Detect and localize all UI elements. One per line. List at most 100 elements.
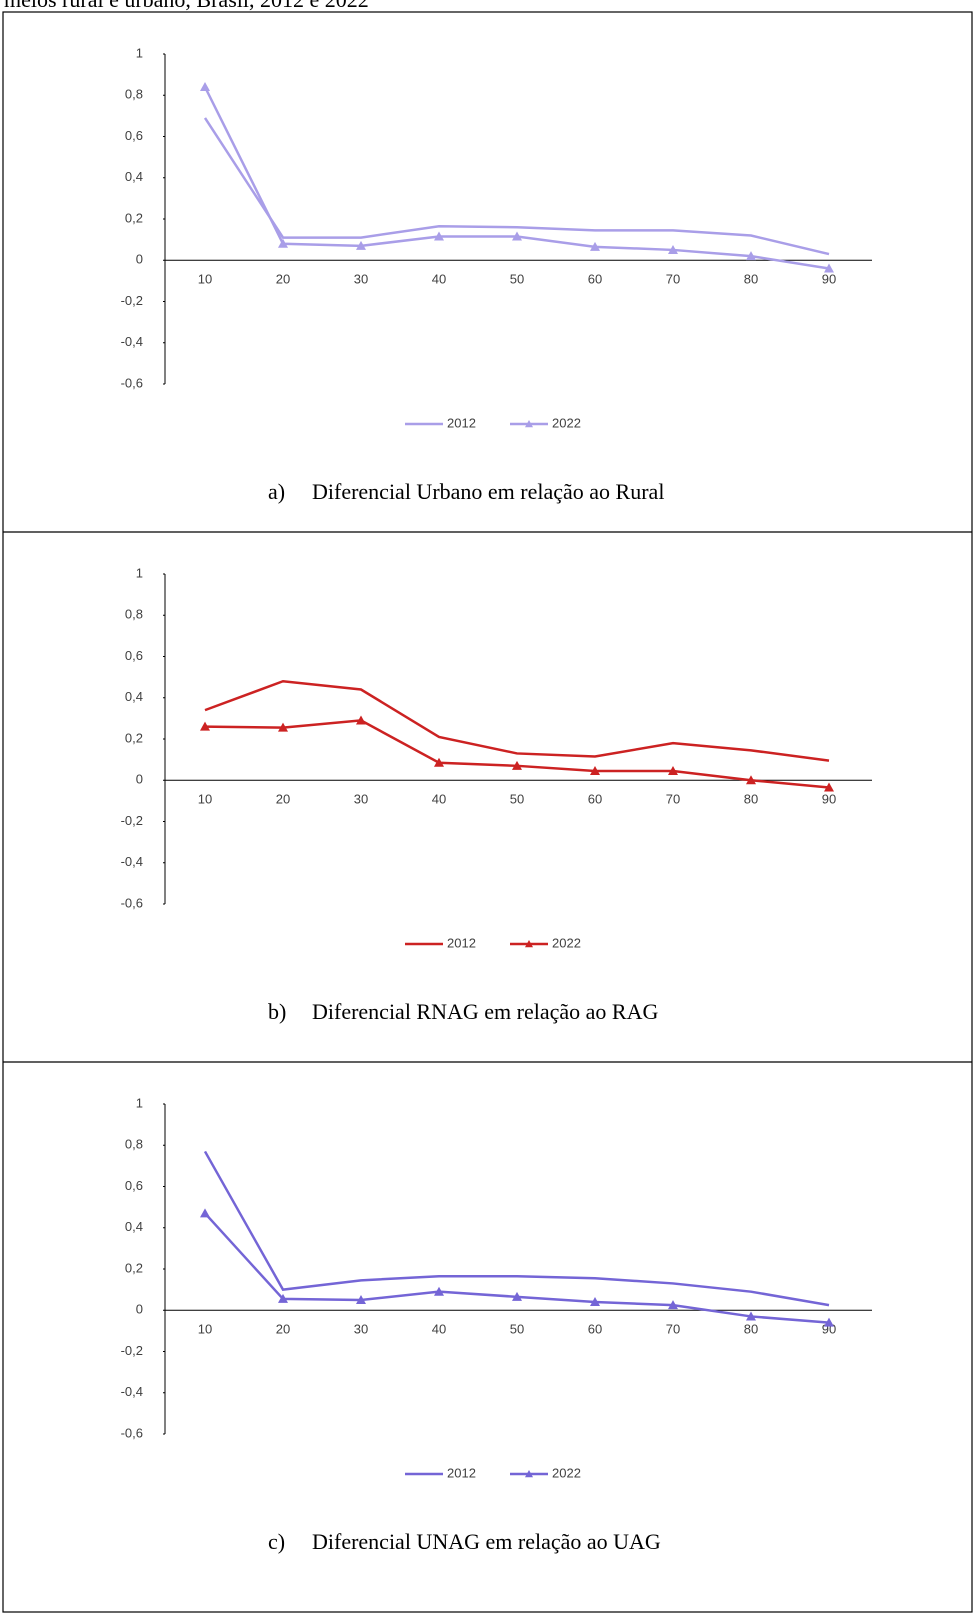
y-tick-label: 0	[136, 772, 143, 787]
page-title: meios rural e urbano, Brasil, 2012 e 202…	[4, 0, 369, 12]
y-tick-label: 0	[136, 252, 143, 267]
x-tick-label: 40	[432, 272, 446, 287]
y-tick-label: -0,2	[121, 293, 143, 308]
legend-label: 2022	[552, 935, 581, 950]
point-marker	[590, 765, 600, 775]
y-tick-label: 1	[136, 565, 143, 580]
caption-label: a)	[268, 479, 285, 504]
x-tick-label: 40	[432, 1322, 446, 1337]
y-tick-label: 0,6	[125, 1178, 143, 1193]
series-line	[203, 86, 830, 270]
y-tick-label: 0	[136, 1302, 143, 1317]
legend-label: 2022	[552, 1465, 581, 1480]
y-tick-label: 0,8	[125, 87, 143, 102]
point-marker	[356, 1294, 366, 1304]
y-tick-label: -0,4	[121, 334, 143, 349]
series-line	[203, 1150, 830, 1307]
y-tick-label: -0,4	[121, 1384, 143, 1399]
point-marker	[278, 1293, 288, 1303]
y-tick-label: 0,4	[125, 169, 143, 184]
legend-label: 2012	[447, 935, 476, 950]
x-tick-label: 10	[198, 1322, 212, 1337]
point-marker	[434, 757, 444, 767]
x-tick-label: 70	[666, 1322, 680, 1337]
caption-label: c)	[268, 1529, 285, 1554]
series-line	[204, 1212, 830, 1324]
point-marker	[824, 782, 834, 792]
y-tick-label: 0,6	[125, 128, 143, 143]
point-marker	[356, 240, 366, 250]
caption: Diferencial UNAG em relação ao UAG	[312, 1529, 661, 1554]
point-marker	[668, 765, 678, 775]
x-tick-label: 80	[744, 272, 758, 287]
point-marker	[746, 1311, 756, 1321]
caption: Diferencial Urbano em relação ao Rural	[312, 479, 664, 504]
y-tick-label: -0,2	[121, 813, 143, 828]
y-tick-label: 0,2	[125, 210, 143, 225]
y-tick-label: 0,2	[125, 730, 143, 745]
x-tick-label: 30	[354, 792, 368, 807]
legend-marker	[525, 420, 533, 428]
series-line	[203, 117, 830, 256]
legend-label: 2012	[447, 415, 476, 430]
point-marker	[356, 715, 366, 725]
point-marker	[278, 722, 288, 732]
y-tick-label: 0,8	[125, 607, 143, 622]
y-tick-label: 0,6	[125, 648, 143, 663]
caption-label: b)	[268, 999, 286, 1024]
point-marker	[278, 238, 288, 248]
y-tick-label: 1	[136, 1095, 143, 1110]
x-tick-label: 80	[744, 792, 758, 807]
point-marker	[200, 1208, 210, 1218]
y-tick-label: 0,2	[125, 1260, 143, 1275]
point-marker	[824, 1317, 834, 1327]
point-marker	[434, 1286, 444, 1296]
x-tick-label: 10	[198, 792, 212, 807]
x-tick-label: 50	[510, 1322, 524, 1337]
point-marker	[200, 82, 210, 91]
legend-label: 2022	[552, 415, 581, 430]
x-tick-label: 50	[510, 272, 524, 287]
y-tick-label: 0,8	[125, 1137, 143, 1152]
point-marker	[668, 244, 678, 254]
x-tick-label: 20	[276, 1322, 290, 1337]
point-marker	[590, 1297, 600, 1306]
x-tick-label: 70	[666, 792, 680, 807]
legend-marker	[525, 940, 533, 948]
point-marker	[512, 1291, 522, 1301]
legend-marker	[525, 1470, 533, 1478]
point-marker	[746, 251, 756, 261]
y-tick-label: 0,4	[125, 1219, 143, 1234]
point-marker	[668, 1300, 678, 1310]
y-tick-label: 1	[136, 45, 143, 60]
x-tick-label: 40	[432, 792, 446, 807]
point-marker	[200, 721, 210, 731]
x-tick-label: 50	[510, 792, 524, 807]
x-tick-label: 20	[276, 792, 290, 807]
point-marker	[746, 775, 756, 785]
x-tick-label: 60	[588, 1322, 602, 1337]
caption: Diferencial RNAG em relação ao RAG	[312, 999, 658, 1024]
y-tick-label: -0,6	[121, 375, 143, 390]
y-tick-label: -0,2	[121, 1343, 143, 1358]
y-tick-label: -0,4	[121, 854, 143, 869]
x-tick-label: 60	[588, 272, 602, 287]
point-marker	[590, 241, 600, 251]
x-tick-label: 90	[822, 792, 836, 807]
x-tick-label: 30	[354, 1322, 368, 1337]
point-marker	[512, 231, 522, 241]
series-line	[204, 679, 830, 762]
x-tick-label: 70	[666, 272, 680, 287]
point-marker	[824, 263, 834, 273]
legend-label: 2012	[447, 1465, 476, 1480]
point-marker	[512, 760, 522, 770]
x-tick-label: 30	[354, 272, 368, 287]
x-tick-label: 20	[276, 272, 290, 287]
table-border	[2, 11, 973, 1613]
x-tick-label: 10	[198, 272, 212, 287]
x-tick-label: 90	[822, 272, 836, 287]
y-tick-label: 0,4	[125, 689, 143, 704]
x-tick-label: 60	[588, 792, 602, 807]
